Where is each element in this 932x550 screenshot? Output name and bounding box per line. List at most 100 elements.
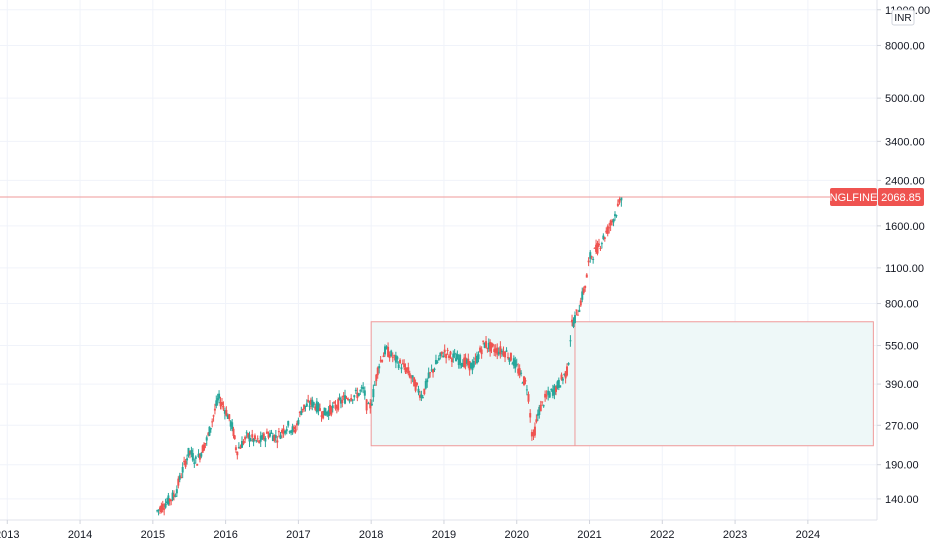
candle-body	[581, 291, 584, 300]
candle-body	[424, 380, 427, 389]
candle-body	[445, 353, 448, 359]
candle-body	[429, 372, 432, 374]
zone-rectangle	[370, 321, 874, 447]
candle-body	[385, 346, 388, 349]
candle-body	[423, 388, 426, 395]
candle-body	[450, 358, 453, 363]
last-price-label: 2068.85	[881, 192, 921, 204]
candle-body	[335, 406, 338, 409]
candle-body	[397, 364, 400, 369]
candle-body	[442, 355, 445, 358]
candle-body	[167, 495, 170, 505]
candle-body	[457, 358, 460, 366]
candle-body	[300, 410, 303, 415]
candle-body	[287, 421, 290, 426]
candle-body	[220, 402, 223, 406]
candle-body	[248, 434, 251, 442]
price-tick-label: 1600.00	[885, 221, 925, 233]
candle-body	[471, 363, 474, 371]
candle-body	[620, 197, 623, 201]
time-axis[interactable]: 2013 2014 2015 2016 2017 2018 2019 2020 2021 2022…	[0, 520, 820, 541]
symbol-label: NGLFINE	[830, 192, 878, 204]
candle-body	[440, 351, 443, 355]
candle-body	[490, 342, 493, 349]
candle-body	[527, 394, 530, 402]
candle-body	[390, 350, 393, 357]
candle-body	[456, 354, 459, 360]
candle-body	[595, 244, 598, 252]
candle-body	[486, 347, 489, 349]
candle-body	[567, 363, 570, 365]
candle-body	[288, 431, 291, 433]
candle-body	[413, 377, 416, 387]
candle-body	[204, 443, 207, 445]
candle-body	[177, 478, 180, 486]
candle-body	[226, 415, 229, 419]
candle-body	[536, 413, 539, 416]
candle-body	[437, 358, 440, 361]
candle-body	[572, 321, 575, 327]
candle-body	[382, 355, 385, 358]
candle-body	[554, 386, 557, 392]
candle-body	[396, 356, 399, 360]
candle-body	[512, 358, 515, 366]
candle-body	[329, 404, 332, 413]
candle-body	[264, 438, 267, 442]
candle-body	[360, 386, 363, 389]
candle-body	[209, 428, 212, 430]
candle-body	[514, 360, 517, 369]
candle-body	[494, 348, 497, 353]
candle-body	[600, 243, 603, 245]
candle-body	[582, 288, 585, 294]
consolidation-zone	[370, 321, 874, 447]
candle-body	[201, 445, 204, 453]
candle-body	[592, 259, 595, 261]
candle-body	[479, 347, 482, 353]
candle-body	[460, 363, 463, 366]
candle-body	[180, 477, 183, 479]
candle-body	[158, 507, 161, 510]
candle-body	[348, 400, 351, 402]
candle-body	[337, 399, 340, 410]
price-axis[interactable]: 11000.008000.005000.003400.002400.001600…	[877, 5, 930, 506]
candle-body	[194, 456, 197, 459]
candle-body	[515, 363, 518, 366]
candle-body	[351, 399, 354, 401]
candle-body	[493, 349, 496, 353]
time-tick-label: 2022	[650, 529, 674, 541]
candle-body	[219, 402, 222, 407]
candle-body	[448, 355, 451, 358]
candle-body	[294, 429, 297, 433]
candle-body	[505, 350, 508, 352]
candle-body	[569, 340, 572, 342]
candle-body	[285, 428, 288, 432]
price-tick-label: 5000.00	[885, 93, 925, 105]
candle-body	[253, 435, 256, 440]
candle-body	[434, 359, 437, 365]
candle-body	[184, 460, 187, 467]
candle-body	[213, 408, 216, 411]
candle-body	[535, 419, 538, 423]
candle-body	[400, 367, 403, 370]
candle-body	[290, 430, 293, 433]
candle-body	[489, 341, 492, 352]
candle-body	[356, 392, 359, 399]
candle-body	[391, 356, 394, 358]
candle-body	[589, 252, 592, 259]
candle-body	[453, 353, 456, 355]
candle-body	[311, 399, 314, 407]
candle-body	[613, 214, 616, 217]
candle-body	[178, 475, 181, 480]
candle-body	[307, 399, 310, 402]
candle-body	[354, 389, 357, 392]
candle-body	[584, 285, 587, 289]
candle-body	[480, 349, 483, 355]
candle-body	[477, 354, 480, 360]
candle-body	[242, 441, 245, 444]
candle-body	[207, 433, 210, 435]
candle-body	[394, 355, 397, 363]
candle-body	[191, 453, 194, 461]
candle-body	[524, 380, 527, 382]
candle-body	[357, 393, 360, 396]
